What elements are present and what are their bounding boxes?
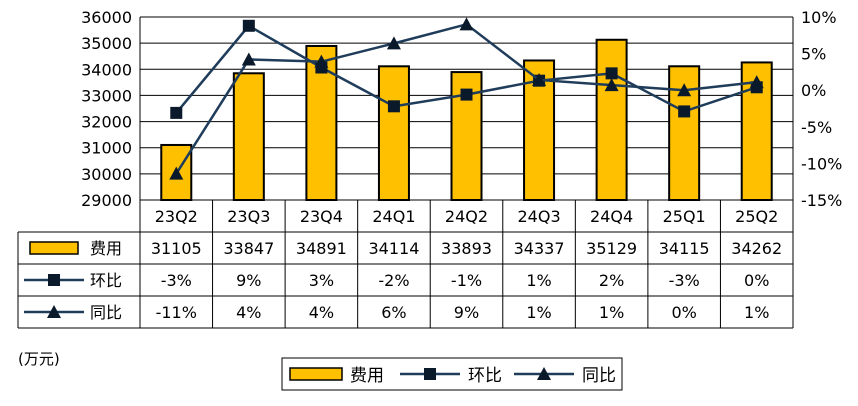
cell-value: 34891 — [296, 239, 347, 258]
cell-value: 33847 — [223, 239, 274, 258]
yoy-point-25Q2 — [749, 75, 764, 89]
cell-value: -3% — [161, 271, 192, 290]
y-left-tick-label: 29000 — [81, 191, 132, 210]
cell-value: 33893 — [441, 239, 492, 258]
y-left-tick-label: 33000 — [81, 86, 132, 105]
cell-value: -11% — [156, 303, 197, 322]
bar-24Q1 — [377, 65, 410, 201]
yoy-point-24Q1 — [386, 36, 401, 50]
cell-value: 1% — [599, 303, 624, 322]
row-key-square — [48, 274, 60, 286]
y-left-tick-label: 35000 — [81, 34, 132, 53]
x-tick-label: 25Q2 — [735, 207, 778, 226]
y-right-tick-label: -5% — [801, 118, 832, 137]
row-header-label: 环比 — [90, 271, 122, 290]
y-right-tick-label: -10% — [801, 154, 842, 173]
unit-label: (万元) — [18, 350, 60, 368]
mom-point-24Q4 — [605, 67, 618, 80]
legend-label-expense: 费用 — [350, 366, 384, 386]
x-tick-label: 24Q4 — [590, 207, 633, 226]
legend-marker-mom — [424, 368, 436, 380]
cell-value: 4% — [236, 303, 261, 322]
bar-23Q3 — [232, 72, 265, 201]
line-series — [169, 17, 764, 180]
yoy-point-24Q4 — [604, 78, 619, 92]
mom-point-25Q1 — [678, 105, 691, 118]
row-key-triangle — [47, 305, 61, 318]
row-header-label: 费用 — [90, 239, 122, 258]
yoy-point-23Q3 — [241, 52, 256, 66]
cell-value: 35129 — [586, 239, 637, 258]
cell-value: 6% — [381, 303, 406, 322]
y-right-tick-label: -15% — [801, 191, 842, 210]
yoy-point-25Q1 — [677, 83, 692, 97]
mom-point-24Q1 — [387, 100, 400, 113]
y-right-tick-label: 10% — [801, 8, 837, 27]
x-tick-label: 24Q2 — [445, 207, 488, 226]
legend-marker-yoy — [537, 367, 551, 380]
mom-point-23Q3 — [242, 19, 255, 32]
y-left-tick-label: 36000 — [81, 8, 132, 27]
cell-value: 1% — [744, 303, 769, 322]
mom-point-24Q2 — [460, 88, 473, 101]
cell-value: -1% — [451, 271, 482, 290]
row-header-label: 同比 — [90, 303, 122, 322]
cell-value: 34262 — [731, 239, 782, 258]
cell-value: 34337 — [514, 239, 565, 258]
yoy-point-24Q3 — [532, 72, 547, 86]
yoy-point-24Q2 — [459, 17, 474, 31]
cell-value: 9% — [236, 271, 261, 290]
x-tick-label: 24Q1 — [372, 207, 415, 226]
y-right-tick-label: 0% — [801, 81, 826, 100]
mom-point-23Q2 — [170, 106, 183, 119]
y-right-tick-label: 5% — [801, 45, 826, 64]
cell-value: 2% — [599, 271, 624, 290]
cell-value: 1% — [526, 271, 551, 290]
cell-value: -2% — [378, 271, 409, 290]
cell-value: 9% — [454, 303, 479, 322]
cell-value: 1% — [526, 303, 551, 322]
x-tick-label: 23Q3 — [227, 207, 270, 226]
cell-value: 31105 — [151, 239, 202, 258]
bar-24Q4 — [595, 38, 628, 201]
cell-value: 0% — [671, 303, 696, 322]
legend-key-bar — [289, 367, 343, 381]
y-left-tick-label: 34000 — [81, 60, 132, 79]
legend: 费用 环比 同比 — [281, 357, 623, 391]
cell-value: 34115 — [659, 239, 710, 258]
legend-label-yoy: 同比 — [582, 366, 616, 386]
cell-value: -3% — [669, 271, 700, 290]
bar-series — [160, 38, 773, 202]
y-left-tick-label: 31000 — [81, 139, 132, 158]
row-key-bar — [29, 241, 79, 255]
cell-value: 3% — [309, 271, 334, 290]
axes: 29000 30000 31000 32000 33000 34000 35000 36000… — [81, 8, 842, 210]
y-left-tick-label: 30000 — [81, 165, 132, 184]
data-table: 23Q2 23Q3 23Q4 24Q1 24Q2 24Q3 24Q4 25Q1 25Q2 费用 31… — [17, 199, 794, 329]
x-tick-label: 23Q2 — [155, 207, 198, 226]
x-tick-label: 25Q1 — [663, 207, 706, 226]
x-tick-label: 23Q4 — [300, 207, 343, 226]
cell-value: 34114 — [368, 239, 419, 258]
y-left-tick-label: 32000 — [81, 113, 132, 132]
x-tick-label: 24Q3 — [517, 207, 560, 226]
cell-value: 4% — [309, 303, 334, 322]
yoy-point-23Q2 — [169, 166, 184, 180]
yoy-point-23Q4 — [314, 54, 329, 68]
legend-label-mom: 环比 — [468, 366, 502, 386]
cell-value: 0% — [744, 271, 769, 290]
